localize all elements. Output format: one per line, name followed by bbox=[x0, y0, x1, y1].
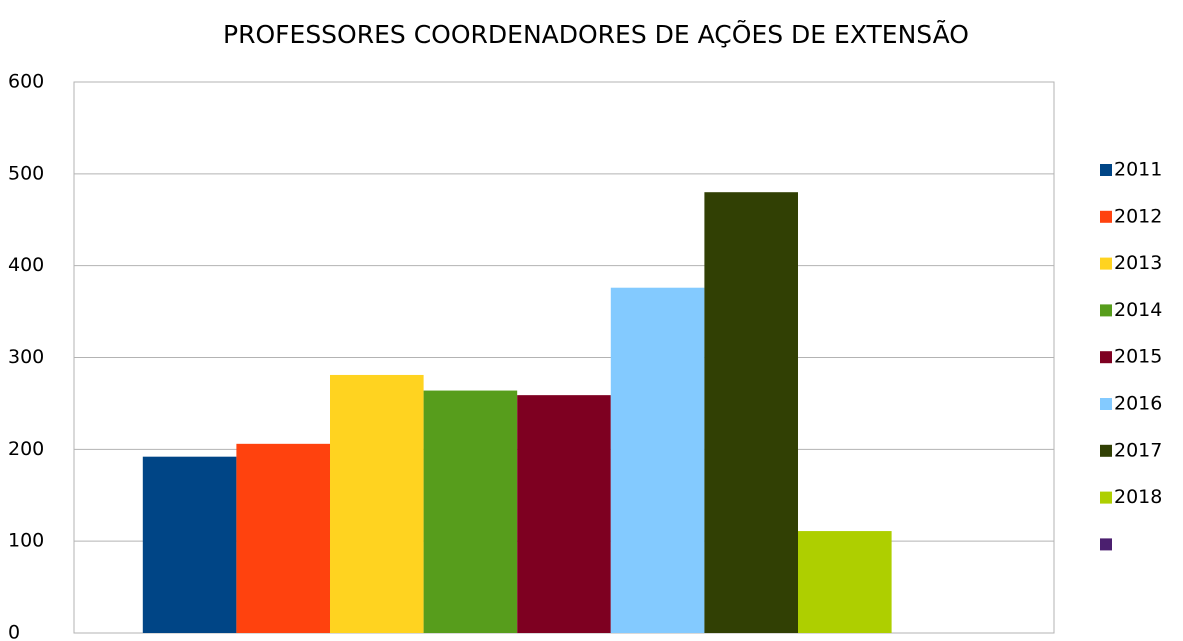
bar bbox=[330, 374, 424, 633]
y-tick-label: 400 bbox=[8, 254, 44, 276]
legend-swatch bbox=[1100, 398, 1112, 410]
legend-swatch bbox=[1100, 538, 1112, 551]
legend-label: 2014 bbox=[1114, 299, 1162, 321]
y-tick-label: 500 bbox=[8, 162, 44, 184]
bar bbox=[704, 192, 798, 633]
y-tick-label: 300 bbox=[8, 346, 44, 368]
bar bbox=[142, 456, 237, 633]
legend-swatch bbox=[1100, 257, 1112, 270]
legend-swatch bbox=[1100, 304, 1112, 317]
legend-swatch bbox=[1100, 351, 1112, 364]
legend-label: 2015 bbox=[1114, 346, 1162, 368]
legend-label: 2012 bbox=[1114, 205, 1162, 227]
bar bbox=[517, 395, 611, 633]
bar bbox=[423, 390, 518, 633]
legend-label: 2011 bbox=[1114, 159, 1162, 181]
bar bbox=[798, 531, 892, 633]
y-tick-label: 0 bbox=[8, 622, 20, 641]
legend-label: 2017 bbox=[1114, 439, 1162, 461]
legend-label: 2013 bbox=[1114, 252, 1162, 274]
y-tick-label: 100 bbox=[8, 530, 44, 552]
bar bbox=[610, 287, 705, 633]
chart-title: PROFESSORES COORDENADORES DE AÇÕES DE EX… bbox=[223, 19, 969, 49]
legend-swatch bbox=[1100, 164, 1112, 176]
bar bbox=[236, 443, 330, 633]
legend-swatch bbox=[1100, 491, 1112, 504]
legend-swatch bbox=[1100, 444, 1112, 457]
y-tick-label: 200 bbox=[8, 438, 44, 460]
legend-label: 2018 bbox=[1114, 486, 1162, 508]
legend-label: 2016 bbox=[1114, 393, 1162, 415]
legend-swatch bbox=[1100, 210, 1112, 223]
y-tick-label: 600 bbox=[8, 71, 44, 93]
